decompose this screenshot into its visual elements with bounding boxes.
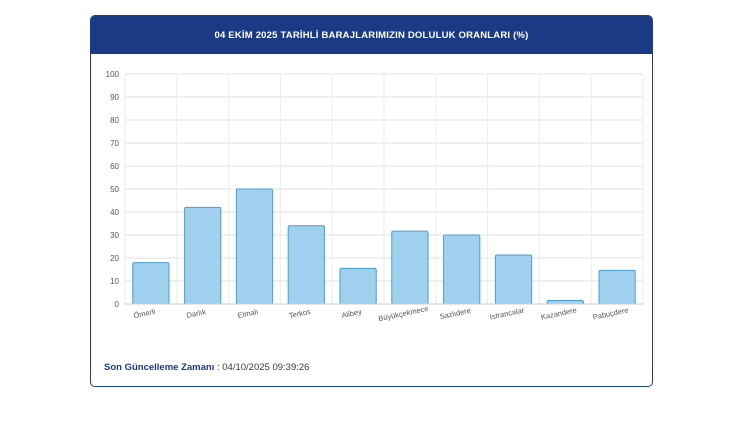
x-tick-label: Alibey [341, 307, 363, 320]
bar [235, 188, 274, 305]
x-tick-label: Istrancalar [489, 305, 526, 321]
last-update-separator: : [214, 362, 223, 373]
x-tick-label: Ömerli [133, 307, 157, 320]
last-update-label: Son Güncelleme Zamanı [104, 362, 215, 373]
chart-card: 04 EKİM 2025 TARİHLİ BARAJLARIMIZIN DOLU… [90, 15, 653, 387]
y-tick-label: 40 [110, 208, 119, 217]
y-tick-label: 60 [110, 162, 119, 171]
x-tick-label: Sazlıdere [439, 306, 472, 321]
bar-chart: 0 10 20 30 40 50 60 70 80 90 100 Ömerli Darlık Elmalı… [106, 70, 644, 323]
x-tick-label: Elmalı [237, 307, 259, 320]
last-update-value: 04/10/2025 09:39:26 [222, 362, 310, 373]
y-tick-label: 100 [106, 70, 120, 79]
x-tick-label: Kazandere [540, 305, 577, 321]
y-tick-label: 10 [110, 277, 119, 286]
bar [494, 254, 533, 305]
bar [184, 206, 222, 305]
bar [598, 269, 636, 305]
chart-title: 04 EKİM 2025 TARİHLİ BARAJLARIMIZIN DOLU… [91, 16, 652, 54]
y-tick-label: 20 [110, 254, 119, 263]
y-tick-label: 90 [110, 93, 119, 102]
x-tick-label: Büyükçekmece [378, 304, 430, 323]
y-tick-label: 80 [110, 116, 119, 125]
bar [287, 225, 325, 305]
bar [132, 262, 170, 305]
bar [546, 300, 584, 305]
x-tick-label: Terkos [288, 307, 312, 320]
y-tick-label: 0 [115, 300, 120, 309]
last-update: Son Güncelleme Zamanı : 04/10/2025 09:39… [104, 362, 309, 373]
bar [391, 230, 429, 305]
y-tick-label: 70 [110, 139, 119, 148]
y-tick-label: 50 [110, 185, 119, 194]
x-tick-label: Pabuçdere [592, 305, 629, 321]
x-tick-label: Darlık [186, 307, 207, 320]
bar [339, 267, 377, 305]
y-tick-label: 30 [110, 231, 119, 240]
bar [443, 234, 481, 305]
